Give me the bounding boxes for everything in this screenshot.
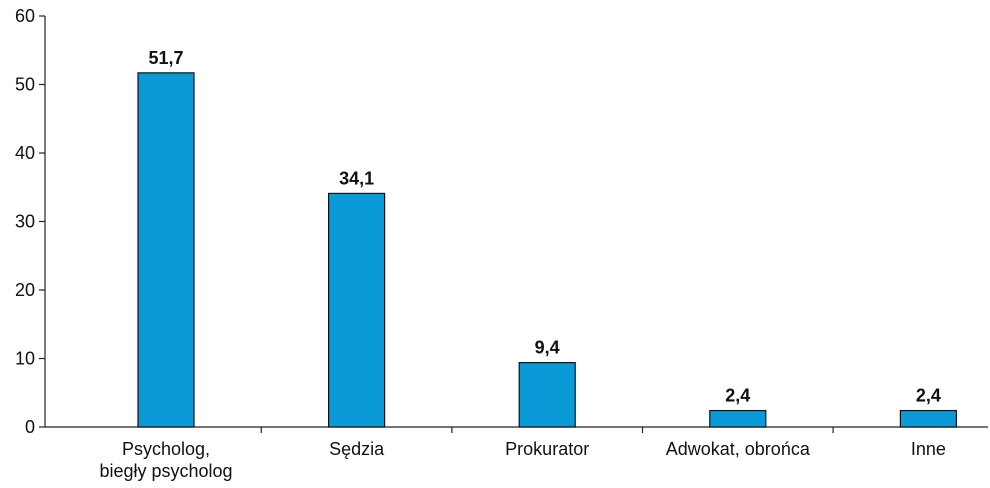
bar [328, 192, 386, 428]
y-tick-label: 40 [15, 143, 35, 163]
y-tick-label: 30 [15, 212, 35, 232]
y-tick-label: 20 [15, 280, 35, 300]
value-label: 51,7 [148, 48, 183, 68]
y-tick-label: 0 [25, 417, 35, 437]
value-label: 9,4 [535, 338, 560, 358]
value-label: 34,1 [339, 168, 374, 188]
bar [709, 409, 767, 428]
x-tick-label: Psycholog, biegły psycholog [99, 439, 232, 481]
x-tick-label: Adwokat, obrońca [666, 439, 811, 459]
y-tick-label: 10 [15, 349, 35, 369]
x-tick-label: Sędzia [329, 439, 385, 459]
value-label: 2,4 [916, 386, 941, 406]
bar [137, 72, 195, 428]
y-tick-label: 60 [15, 6, 35, 26]
x-tick-label: Inne [911, 439, 946, 459]
y-tick-label: 50 [15, 75, 35, 95]
bar [899, 409, 958, 428]
value-label: 2,4 [725, 386, 750, 406]
x-tick-label: Prokurator [505, 439, 589, 459]
bar [518, 362, 576, 428]
